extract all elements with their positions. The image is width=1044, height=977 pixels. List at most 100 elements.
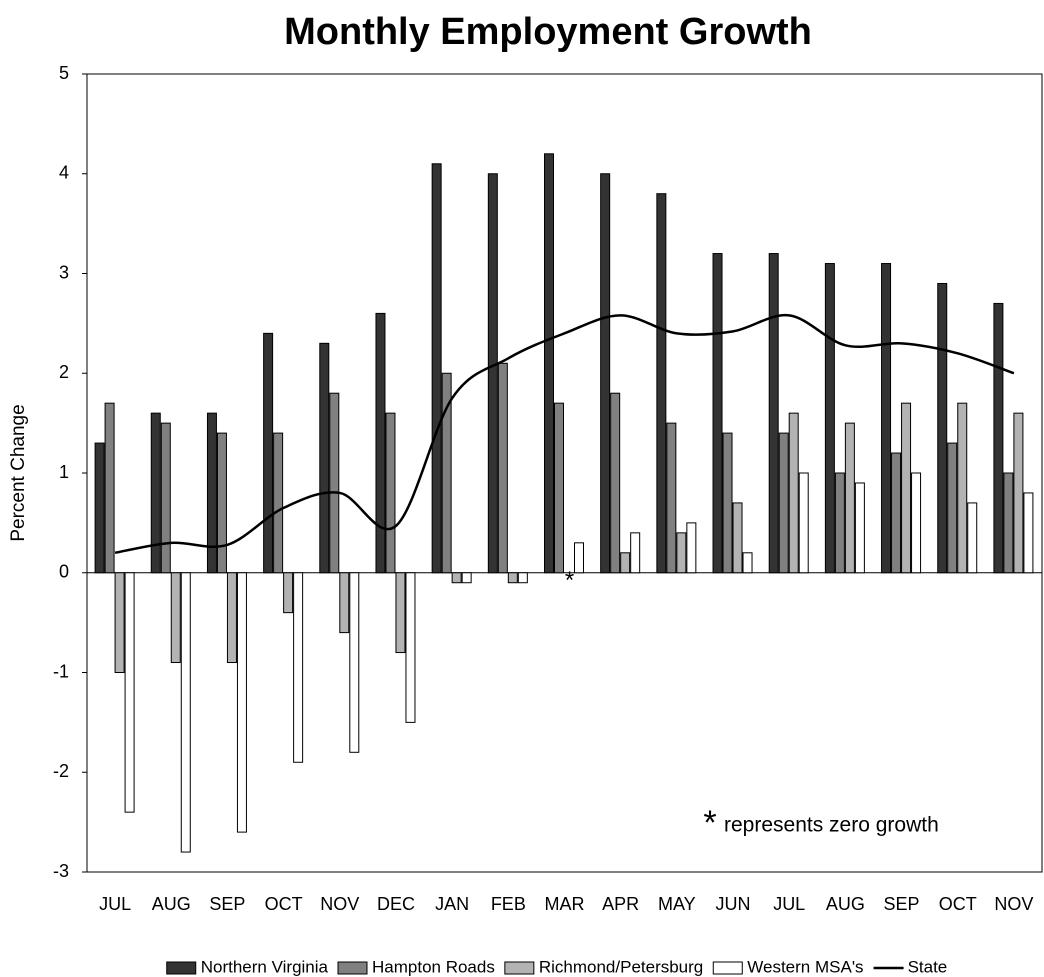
y-tick-label: 5 bbox=[59, 63, 69, 83]
bar bbox=[124, 572, 135, 813]
legend-swatch bbox=[337, 961, 368, 975]
bar bbox=[236, 572, 247, 833]
bar bbox=[94, 442, 105, 574]
y-tick-label: -1 bbox=[53, 661, 69, 681]
bar bbox=[686, 522, 697, 574]
bar bbox=[993, 302, 1004, 574]
bar bbox=[788, 412, 799, 574]
bar bbox=[339, 572, 350, 634]
y-tick-label: 3 bbox=[59, 262, 69, 282]
line bbox=[114, 314, 1015, 555]
bar bbox=[1003, 472, 1014, 574]
legend-swatch bbox=[504, 961, 535, 975]
bar bbox=[854, 482, 865, 574]
bar bbox=[768, 253, 779, 574]
bar bbox=[451, 572, 462, 584]
bar bbox=[630, 532, 641, 574]
bar bbox=[150, 412, 161, 574]
bar bbox=[375, 312, 386, 574]
bar bbox=[844, 422, 855, 574]
bar bbox=[574, 542, 584, 574]
x-tick-label: AUG bbox=[826, 894, 865, 914]
legend-label: Western MSA's bbox=[747, 957, 863, 976]
legend-label: Hampton Roads bbox=[372, 957, 495, 976]
legend-label: State bbox=[908, 957, 948, 976]
bar bbox=[722, 432, 733, 574]
bar bbox=[947, 442, 958, 574]
y-tick-label: 1 bbox=[59, 462, 69, 482]
bar bbox=[1023, 492, 1034, 574]
bar bbox=[610, 392, 621, 574]
bar bbox=[676, 532, 687, 574]
chart-title: Monthly Employment Growth bbox=[284, 11, 812, 53]
x-tick-label: NOV bbox=[320, 894, 359, 914]
bar bbox=[170, 572, 181, 664]
bar bbox=[656, 193, 667, 574]
x-tick-label: OCT bbox=[265, 894, 303, 914]
bar bbox=[329, 392, 340, 574]
bar bbox=[461, 572, 472, 584]
x-tick-label: JAN bbox=[435, 894, 469, 914]
bar bbox=[732, 502, 743, 574]
bar bbox=[824, 263, 835, 574]
legend-label: Richmond/Petersburg bbox=[539, 957, 703, 976]
annotation: represents zero growth bbox=[724, 814, 939, 837]
zero-marker: * bbox=[565, 567, 574, 594]
bar bbox=[431, 163, 442, 574]
x-tick-label: FEB bbox=[491, 894, 526, 914]
x-tick-label: AUG bbox=[152, 894, 191, 914]
bar bbox=[507, 572, 518, 584]
bar bbox=[834, 472, 845, 574]
bar bbox=[405, 572, 416, 723]
bar bbox=[554, 402, 564, 574]
bar bbox=[226, 572, 237, 664]
bar bbox=[487, 173, 498, 574]
y-tick-label: 2 bbox=[59, 362, 69, 382]
bar bbox=[441, 372, 452, 574]
bar bbox=[712, 253, 723, 574]
x-tick-label: SEP bbox=[884, 894, 920, 914]
x-tick-label: NOV bbox=[994, 894, 1033, 914]
x-tick-label: MAY bbox=[658, 894, 696, 914]
bar bbox=[901, 402, 912, 574]
annotation-symbol: * bbox=[703, 804, 716, 842]
bar bbox=[349, 572, 360, 753]
legend-swatch bbox=[712, 961, 743, 975]
y-tick-label: 4 bbox=[59, 163, 69, 183]
x-tick-label: APR bbox=[602, 894, 639, 914]
bar bbox=[104, 402, 115, 574]
bar bbox=[497, 362, 508, 574]
bar bbox=[881, 263, 892, 574]
x-tick-label: DEC bbox=[377, 894, 415, 914]
bar bbox=[216, 432, 227, 574]
x-tick-label: OCT bbox=[939, 894, 977, 914]
legend-label: Northern Virginia bbox=[201, 957, 329, 976]
bar bbox=[911, 472, 922, 574]
bar bbox=[160, 422, 171, 574]
bar bbox=[778, 432, 789, 574]
bar bbox=[937, 282, 948, 574]
bar bbox=[180, 572, 191, 853]
bar bbox=[544, 153, 554, 574]
bar bbox=[891, 452, 902, 574]
bar bbox=[798, 472, 809, 574]
bar bbox=[967, 502, 978, 574]
x-tick-label: JUL bbox=[99, 894, 131, 914]
bar bbox=[273, 432, 284, 574]
x-tick-label: SEP bbox=[209, 894, 245, 914]
bar bbox=[283, 572, 294, 614]
bar bbox=[620, 552, 631, 574]
x-tick-label: JUL bbox=[773, 894, 805, 914]
y-tick-label: 0 bbox=[59, 562, 69, 582]
x-tick-label: JUN bbox=[716, 894, 751, 914]
y-tick-label: -3 bbox=[53, 861, 69, 881]
legend-swatch bbox=[166, 961, 197, 975]
bar bbox=[319, 342, 330, 574]
x-tick-label: MAR bbox=[545, 894, 585, 914]
bar bbox=[742, 552, 753, 574]
y-axis-label: Percent Change bbox=[8, 404, 29, 541]
bar bbox=[1013, 412, 1024, 574]
bar bbox=[206, 412, 217, 574]
bar bbox=[517, 572, 528, 584]
bar bbox=[114, 572, 125, 673]
